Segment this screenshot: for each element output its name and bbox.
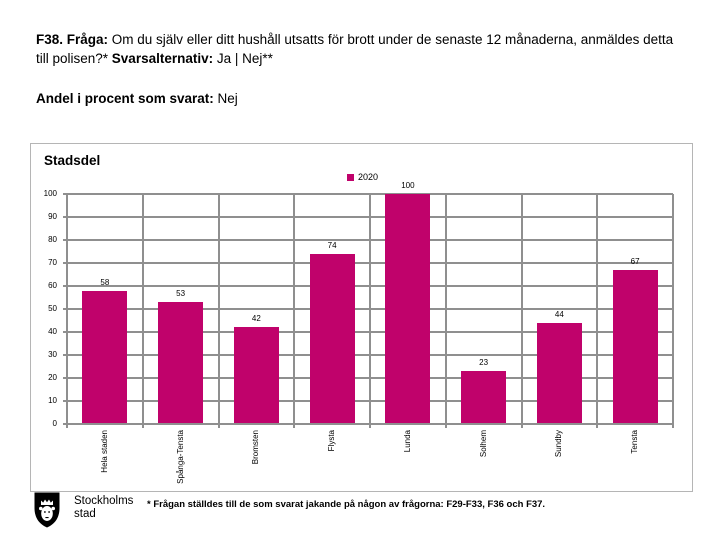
y-axis-tick-label: 40 <box>48 327 57 336</box>
gridline-vertical <box>293 194 296 428</box>
question-header: F38. Fråga: Om du själv eller ditt hushå… <box>36 30 688 68</box>
logo-subtitle: stad <box>74 507 96 520</box>
plot-area: 0 10 20 30 40 50 60 70 80 90 100 58 Hela staden 53 Spå… <box>44 181 674 484</box>
stockholm-shield-icon <box>34 492 60 528</box>
stockholm-logo: Stockholms stad <box>33 491 133 529</box>
gridline-vertical <box>596 194 599 428</box>
gridline-horizontal <box>63 285 673 287</box>
y-axis-tick-label: 50 <box>48 304 57 313</box>
footnote: * Frågan ställdes till de som svarat jak… <box>147 499 546 510</box>
bar <box>158 302 204 424</box>
bar-value-label: 58 <box>100 278 110 287</box>
answer-share-subheader: Andel i procent som svarat: Nej <box>36 89 688 108</box>
bar-value-label: 42 <box>251 314 261 323</box>
gridline-vertical <box>520 194 523 428</box>
gridline-vertical <box>444 194 447 428</box>
bar <box>612 270 658 424</box>
gridline-vertical <box>217 194 220 428</box>
gridline-horizontal <box>63 331 673 333</box>
question-label: F38. Fråga: <box>36 32 109 47</box>
gridline-horizontal <box>63 193 673 195</box>
y-axis-tick-label: 100 <box>43 189 57 198</box>
bar-value-label: 53 <box>176 289 186 298</box>
gridline-vertical <box>369 194 371 428</box>
x-axis-category-label: Flysta <box>327 430 337 452</box>
alternatives-text: Ja | Nej** <box>213 51 273 66</box>
logo-text: Stockholms stad <box>74 495 133 520</box>
gridline-horizontal <box>63 423 673 425</box>
gridline-vertical <box>672 194 674 428</box>
bar-value-label: 67 <box>630 257 640 266</box>
bar-value-label: 74 <box>327 241 337 250</box>
gridline-horizontal <box>63 262 673 264</box>
bar-value-label: 100 <box>401 181 415 190</box>
gridline-horizontal <box>63 377 673 379</box>
bar <box>385 194 431 424</box>
x-axis-category-label: Solhem <box>478 430 488 458</box>
chart-frame: Stadsdel 2020 0 10 20 30 40 50 60 70 80 90 100 58 He… <box>30 143 693 492</box>
bar <box>82 291 128 424</box>
y-axis-tick-label: 90 <box>48 212 57 221</box>
gridline-horizontal <box>63 239 673 241</box>
gridline-horizontal <box>63 400 673 402</box>
gridline-horizontal <box>63 354 673 356</box>
y-axis-tick-label: 80 <box>48 235 57 244</box>
chart-legend: 2020 <box>347 173 378 182</box>
alternatives-label: Svarsalternativ: <box>111 51 214 66</box>
y-axis-tick-label: 10 <box>48 396 57 405</box>
x-axis-category-label: Hela staden <box>99 430 109 473</box>
x-axis-category-label: Sundby <box>554 430 564 458</box>
chart-title: Stadsdel <box>44 153 101 168</box>
x-axis-category-label: Spånga-Tensta <box>175 430 185 484</box>
x-axis-category-label: Tensta <box>630 430 640 454</box>
gridline-horizontal <box>63 216 673 218</box>
bar-value-label: 44 <box>554 310 564 319</box>
y-axis-tick-label: 20 <box>48 373 57 382</box>
y-axis-tick-label: 70 <box>48 258 57 267</box>
x-axis-category-label: Bromsten <box>251 430 261 465</box>
bar <box>233 327 279 424</box>
gridline-vertical <box>66 194 68 428</box>
subheader-label: Andel i procent som svarat: <box>36 91 214 106</box>
gridline-horizontal <box>63 308 673 310</box>
bar-value-label: 23 <box>479 358 489 367</box>
bar <box>461 371 507 424</box>
legend-swatch-icon <box>347 174 354 181</box>
y-axis-tick-label: 0 <box>52 419 57 428</box>
gridline-vertical <box>141 194 144 428</box>
legend-series-label: 2020 <box>358 172 379 182</box>
logo-title: Stockholms <box>74 495 134 507</box>
y-axis-tick-label: 60 <box>48 281 57 290</box>
question-text: Om du själv eller ditt hushåll utsatts f… <box>36 32 674 66</box>
subheader-value: Nej <box>213 91 238 106</box>
x-axis-category-label: Lunda <box>402 430 412 453</box>
y-axis-tick-label: 30 <box>48 350 57 359</box>
bar <box>536 323 582 424</box>
bar <box>309 254 355 424</box>
